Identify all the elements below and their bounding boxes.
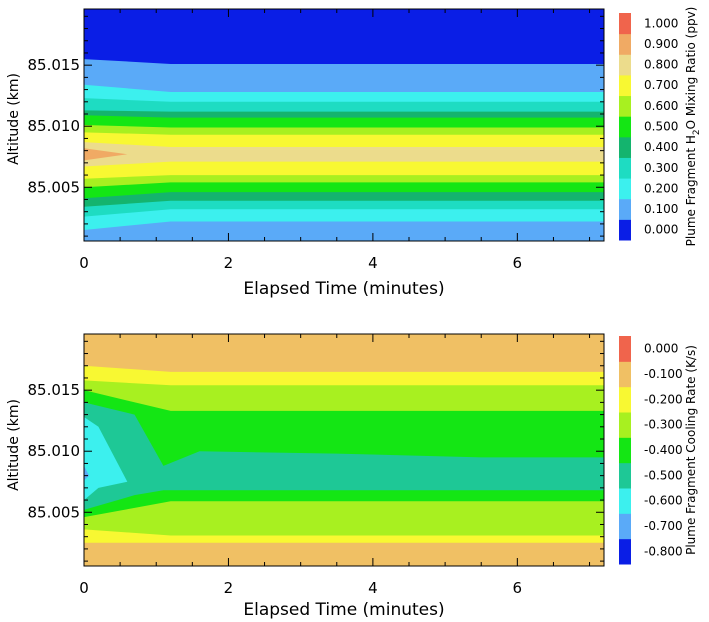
colorbar-title-subscript: 2 [692, 129, 702, 135]
plot-frame [83, 8, 605, 242]
colorbar-label: 0.000 [644, 223, 678, 237]
colorbar-label: 0.000 [644, 342, 678, 356]
x-tick-label: 0 [79, 579, 89, 597]
colorbar-label: 0.400 [644, 140, 678, 154]
y-axis-title: Altitude (km) [6, 399, 22, 491]
colorbar-swatch [619, 33, 631, 55]
colorbar-swatch [619, 74, 631, 97]
x-axis-title: Elapsed Time (minutes) [243, 600, 444, 620]
contour-band-ratio-ge-0.8 [84, 142, 604, 167]
colorbar-label: -0.300 [644, 418, 683, 432]
colorbar-swatch [619, 386, 631, 413]
cooling-rate-panel: 0 2 4 6 85.005 85.010 85.015 Elapsed Time (minu… [6, 333, 698, 620]
colorbar-swatch [619, 219, 631, 241]
colorbar-title: Plume Fragment Cooling Rate (K/s) [684, 345, 698, 555]
x-tick-label: 2 [224, 579, 234, 597]
y-tick-label: 85.005 [28, 178, 81, 196]
colorbar-label: -0.700 [644, 519, 683, 533]
colorbar-swatch [619, 54, 631, 76]
colorbar-swatch [619, 336, 631, 362]
y-tick-label: 85.010 [28, 442, 81, 460]
colorbar-label: 0.700 [644, 78, 678, 92]
colorbar-label: 0.900 [644, 37, 678, 51]
colorbar-swatch [619, 488, 631, 514]
colorbar-swatch [619, 178, 631, 200]
x-tick-label: 4 [368, 579, 378, 597]
colorbar: -0.800 -0.700 -0.600 -0.500 -0.400 -0.300 -0.2… [619, 336, 698, 565]
colorbar-swatch [619, 13, 631, 35]
contour-band-ratio-ge-0.9 [84, 148, 128, 161]
colorbar-swatch [619, 136, 631, 158]
colorbar-label: 0.500 [644, 120, 678, 134]
colorbar-label: 0.200 [644, 181, 678, 195]
x-tick-label: 6 [513, 579, 523, 597]
colorbar-label: -0.200 [644, 392, 683, 406]
colorbar-label: -0.800 [644, 544, 683, 558]
colorbar-label: 0.600 [644, 99, 678, 113]
colorbar-swatch [619, 437, 631, 464]
colorbar-swatch [619, 538, 631, 565]
contour-band-rate-le-minus-0.4 [84, 402, 604, 510]
colorbar-label: -0.600 [644, 494, 683, 508]
colorbar-label: -0.100 [644, 367, 683, 381]
colorbar-label: 0.100 [644, 202, 678, 216]
y-tick-label: 85.005 [28, 503, 81, 521]
colorbar-label: 0.300 [644, 161, 678, 175]
colorbar-swatch [619, 116, 631, 138]
colorbar-label: 0.800 [644, 58, 678, 72]
mixing-ratio-panel: 0 2 4 6 85.005 85.010 85.015 Elapsed Time (minu… [6, 7, 702, 299]
colorbar-swatch [619, 157, 631, 179]
contour-plot-area [84, 334, 604, 566]
colorbar-swatch [619, 462, 631, 489]
colorbar-swatch [619, 513, 631, 540]
y-tick-label: 85.010 [28, 117, 81, 135]
contour-band-rate-le-minus-0.5 [84, 417, 128, 501]
y-tick-label: 85.015 [28, 381, 81, 399]
x-tick-label: 6 [513, 254, 523, 272]
colorbar-label: -0.400 [644, 443, 683, 457]
contour-band-rate-le-minus-0.6 [84, 465, 90, 481]
plot-frame [83, 333, 605, 567]
y-axis-title: Altitude (km) [6, 73, 22, 165]
colorbar-swatch [619, 361, 631, 388]
colorbar-label: -0.500 [644, 468, 683, 482]
colorbar-title: Plume Fragment H2O Mixing Ratio (ppv) [684, 7, 702, 247]
x-tick-label: 4 [368, 254, 378, 272]
colorbar-swatch [619, 412, 631, 438]
colorbar-swatch [619, 95, 631, 117]
colorbar-title-part: O Mixing Ratio (ppv) [684, 7, 698, 130]
colorbar-swatch [619, 198, 631, 220]
contour-plot-area [84, 9, 604, 241]
colorbar: 0.000 0.100 0.200 0.300 0.400 0.500 0.600 0.700… [619, 7, 702, 247]
colorbar-label: 1.000 [644, 16, 678, 30]
colorbar-title-part: Plume Fragment Cooling Rate (K/s) [684, 345, 698, 555]
x-tick-label: 2 [224, 254, 234, 272]
colorbar-title-part: Plume Fragment H [684, 135, 698, 246]
y-tick-label: 85.015 [28, 56, 81, 74]
x-axis-title: Elapsed Time (minutes) [243, 279, 444, 299]
x-tick-label: 0 [79, 254, 89, 272]
